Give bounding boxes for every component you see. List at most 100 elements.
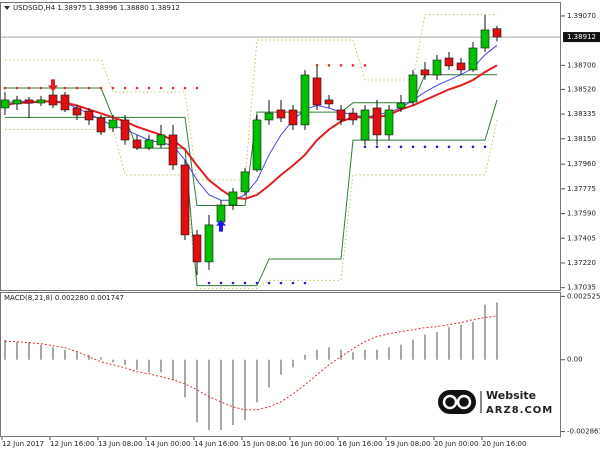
candle-body bbox=[252, 119, 262, 171]
y-tick-label: 1.37960 bbox=[567, 160, 596, 168]
macd-bar bbox=[112, 359, 114, 363]
macd-bar bbox=[400, 344, 402, 360]
candle-body bbox=[156, 134, 166, 146]
macd-bar bbox=[40, 344, 42, 360]
macd-bar bbox=[316, 349, 318, 360]
indicator-dot bbox=[231, 281, 235, 285]
macd-bar bbox=[220, 359, 222, 430]
candle-body bbox=[420, 69, 430, 76]
candle-body bbox=[108, 119, 118, 129]
macd-bar bbox=[88, 354, 90, 360]
candle-body bbox=[492, 28, 502, 38]
candle-body bbox=[264, 112, 274, 121]
candle-body bbox=[216, 204, 226, 223]
indicator-line bbox=[5, 14, 497, 181]
indicator-dot bbox=[363, 145, 367, 149]
indicator-dot bbox=[195, 86, 199, 90]
candle-body bbox=[120, 119, 130, 141]
candle-body bbox=[444, 57, 454, 67]
x-tick-label: 12 Jun 16:00 bbox=[50, 440, 94, 448]
candle-body bbox=[168, 134, 178, 166]
x-tick-label: 16 Jun 16:00 bbox=[338, 440, 382, 448]
indicator-dot bbox=[15, 86, 19, 90]
indicator-dot bbox=[135, 86, 139, 90]
indicator-dot bbox=[147, 86, 151, 90]
macd-bar bbox=[304, 354, 306, 360]
y-tick-label: 0.00 bbox=[567, 356, 583, 364]
indicator-dot bbox=[171, 86, 175, 90]
current-price-box bbox=[563, 32, 600, 43]
candle-body bbox=[384, 109, 394, 136]
indicator-dot bbox=[63, 86, 67, 90]
macd-bar bbox=[256, 359, 258, 403]
macd-bar bbox=[136, 359, 138, 370]
indicator-dot bbox=[363, 64, 367, 67]
macd-bar bbox=[232, 359, 234, 425]
y-tick-label: 1.37220 bbox=[567, 259, 596, 267]
x-tick-label: 20 Jun 16:00 bbox=[482, 440, 526, 448]
indicator-dot bbox=[459, 145, 463, 149]
candle-body bbox=[96, 117, 106, 133]
current-price-label: 1.38912 bbox=[567, 33, 596, 41]
watermark-line2: ARZ8.COM bbox=[486, 405, 553, 416]
indicator-dot bbox=[219, 281, 223, 285]
sell-arrow bbox=[48, 79, 58, 92]
y-tick-label: 1.37035 bbox=[567, 284, 596, 292]
candle-body bbox=[348, 112, 358, 121]
macd-bar bbox=[448, 327, 450, 360]
candle-body bbox=[24, 99, 34, 104]
signal-line bbox=[5, 315, 498, 411]
macd-bar bbox=[460, 324, 462, 360]
indicator-dot bbox=[435, 145, 439, 149]
candle-body bbox=[144, 139, 154, 149]
indicator-dot bbox=[207, 281, 211, 285]
macd-bar bbox=[244, 359, 246, 420]
indicator-dot bbox=[39, 86, 43, 90]
macd-bar bbox=[472, 322, 474, 360]
macd-bar bbox=[184, 359, 186, 398]
indicator-dot bbox=[243, 281, 247, 285]
macd-bar bbox=[412, 339, 414, 360]
candle-body bbox=[180, 164, 190, 236]
indicator-dot bbox=[375, 145, 379, 149]
symbol-menu-icon[interactable] bbox=[4, 6, 10, 10]
main-panel bbox=[0, 2, 561, 291]
indicator-dot bbox=[303, 281, 307, 285]
candle-body bbox=[300, 74, 310, 126]
macd-bar bbox=[64, 349, 66, 360]
y-tick-label: 1.37405 bbox=[567, 234, 596, 242]
indicator-dot bbox=[315, 64, 319, 67]
candle-body bbox=[132, 139, 142, 149]
indicator-dot bbox=[399, 145, 403, 149]
candle-body bbox=[360, 109, 370, 141]
x-tick-label: 14 Jun 00:00 bbox=[146, 440, 190, 448]
candle-body bbox=[480, 29, 490, 49]
macd-bar bbox=[340, 349, 342, 360]
y-tick-label: 1.38700 bbox=[567, 61, 596, 69]
candle-body bbox=[276, 109, 286, 119]
candle-body bbox=[312, 77, 322, 106]
candle-body bbox=[324, 99, 334, 105]
macd-bar bbox=[496, 302, 498, 360]
watermark: Website ARZ8.COM bbox=[438, 389, 553, 416]
macd-bar bbox=[208, 359, 210, 430]
macd-bar bbox=[148, 359, 150, 373]
x-tick-label: 14 Jun 16:00 bbox=[194, 440, 238, 448]
candle-body bbox=[0, 99, 10, 109]
candle-body bbox=[60, 94, 70, 111]
candle-body bbox=[84, 110, 94, 121]
indicator-dot bbox=[279, 281, 283, 285]
candle-body bbox=[192, 234, 202, 263]
candle-body bbox=[48, 94, 58, 106]
macd-bar bbox=[160, 359, 162, 373]
macd-bar bbox=[436, 332, 438, 360]
candle-body bbox=[204, 224, 214, 263]
macd-bar bbox=[52, 347, 54, 360]
indicator-dot bbox=[87, 86, 91, 90]
macd-bar bbox=[424, 334, 426, 360]
y-tick-label: 1.37590 bbox=[567, 210, 596, 218]
candle-body bbox=[12, 99, 22, 105]
macd-bar bbox=[124, 359, 126, 365]
